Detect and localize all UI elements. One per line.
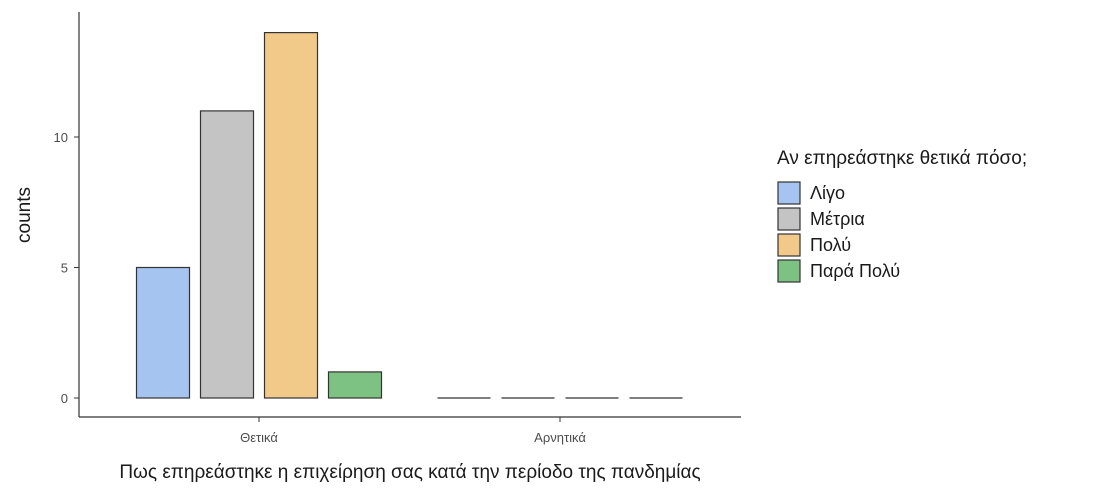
y-ticks-layer: 0 5 10 [54, 130, 79, 406]
legend-key [777, 181, 801, 205]
legend-label: Μέτρια [810, 209, 865, 229]
legend-label: Λίγο [810, 183, 845, 203]
y-tick-label: 10 [54, 130, 68, 145]
legend-key [777, 259, 801, 283]
bar-0-0 [135, 266, 191, 399]
legend-key [777, 233, 801, 257]
x-axis-title: Πως επηρεάστηκε η επιχείρηση σας κατά τη… [119, 462, 700, 483]
axes-layer [78, 12, 741, 418]
bar-0-1 [199, 110, 255, 399]
bar-0-2 [263, 31, 319, 399]
x-ticks-layer: Θετικά Αρνητικά [240, 417, 586, 445]
y-tick-label: 5 [61, 261, 68, 276]
bars-layer [135, 31, 683, 399]
legend-title: Αν επηρεάστηκε θετικά πόσο; [777, 148, 1027, 169]
legend-label: Παρά Πολύ [810, 261, 900, 281]
legend-label: Πολύ [810, 235, 851, 255]
y-axis-title: counts [14, 187, 35, 243]
legend: Αν επηρεάστηκε θετικά πόσο; Λίγο Μέτρια Πο… [777, 148, 1027, 283]
legend-key [777, 207, 801, 231]
x-tick-label: Αρνητικά [534, 430, 586, 445]
bar-0-3 [327, 371, 383, 399]
y-tick-label: 0 [61, 391, 68, 406]
x-tick-label: Θετικά [240, 430, 278, 445]
